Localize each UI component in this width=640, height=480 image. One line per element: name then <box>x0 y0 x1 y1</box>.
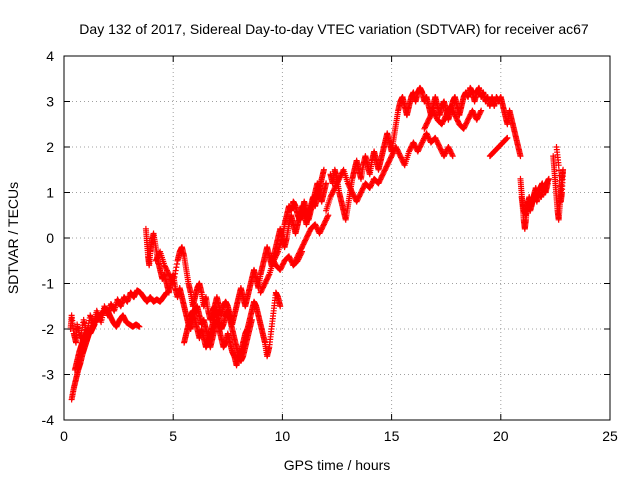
x-tick-label: 20 <box>493 428 509 444</box>
y-tick-label: 3 <box>46 94 54 110</box>
data-point <box>248 316 255 323</box>
data-point <box>421 125 428 132</box>
data-point <box>517 153 524 160</box>
y-tick-label: -3 <box>42 367 55 383</box>
y-tick-label: -4 <box>42 412 55 428</box>
data-point <box>274 249 281 256</box>
data-point <box>325 212 332 219</box>
data-point <box>475 112 482 119</box>
y-tick-label: 0 <box>46 230 54 246</box>
chart-title: Day 132 of 2017, Sidereal Day-to-day VTE… <box>79 21 589 37</box>
data-point <box>557 193 564 200</box>
data-point <box>170 277 177 284</box>
x-axis-label: GPS time / hours <box>284 457 391 473</box>
data-point <box>557 188 564 195</box>
data-point <box>452 113 459 120</box>
data-point <box>556 177 563 184</box>
axis-ticks: 0 5 10 15 20 25 -4 -3 -2 -1 0 1 2 3 4 <box>42 48 618 444</box>
data-point <box>449 153 456 160</box>
grid <box>64 56 610 420</box>
y-axis-label: SDTVAR / TECUs <box>5 182 21 294</box>
data-point <box>553 144 560 150</box>
data-point <box>449 106 456 113</box>
data-point <box>444 109 451 116</box>
y-tick-label: 2 <box>46 139 54 155</box>
data-point <box>298 249 305 256</box>
data-point <box>431 110 438 117</box>
x-tick-label: 25 <box>602 428 618 444</box>
data-point <box>323 180 330 187</box>
data-point <box>555 167 562 174</box>
data-point <box>299 248 306 255</box>
data-point <box>172 267 179 274</box>
data-point <box>170 280 177 287</box>
y-tick-label: 1 <box>46 185 54 201</box>
x-tick-label: 10 <box>275 428 291 444</box>
data-point <box>173 261 180 267</box>
data-point <box>477 108 484 115</box>
y-tick-label: -1 <box>42 276 55 292</box>
data-point <box>277 303 284 310</box>
data-point <box>424 119 431 126</box>
data-point <box>544 180 551 187</box>
data-point <box>557 198 564 205</box>
data-point <box>504 134 511 141</box>
x-tick-label: 5 <box>169 428 177 444</box>
data-point <box>449 151 456 158</box>
y-tick-label: -2 <box>42 321 55 337</box>
data-point <box>171 274 178 280</box>
data-point <box>470 110 477 117</box>
data-point <box>265 272 272 279</box>
data-point <box>91 321 98 328</box>
data-point <box>556 172 563 179</box>
data-point <box>460 125 467 132</box>
data-point <box>478 107 485 114</box>
data-point <box>545 175 552 182</box>
data-point <box>556 183 563 189</box>
data-point <box>320 166 327 173</box>
data-point <box>173 264 180 271</box>
x-tick-label: 15 <box>384 428 400 444</box>
x-tick-label: 0 <box>60 428 68 444</box>
data-points <box>67 84 567 403</box>
y-tick-label: 4 <box>46 48 54 64</box>
data-point <box>503 135 510 142</box>
data-point <box>172 270 179 277</box>
data-point <box>463 119 470 126</box>
data-point <box>503 136 510 143</box>
data-point <box>324 213 331 220</box>
data-point <box>136 323 143 330</box>
data-point <box>441 116 448 123</box>
